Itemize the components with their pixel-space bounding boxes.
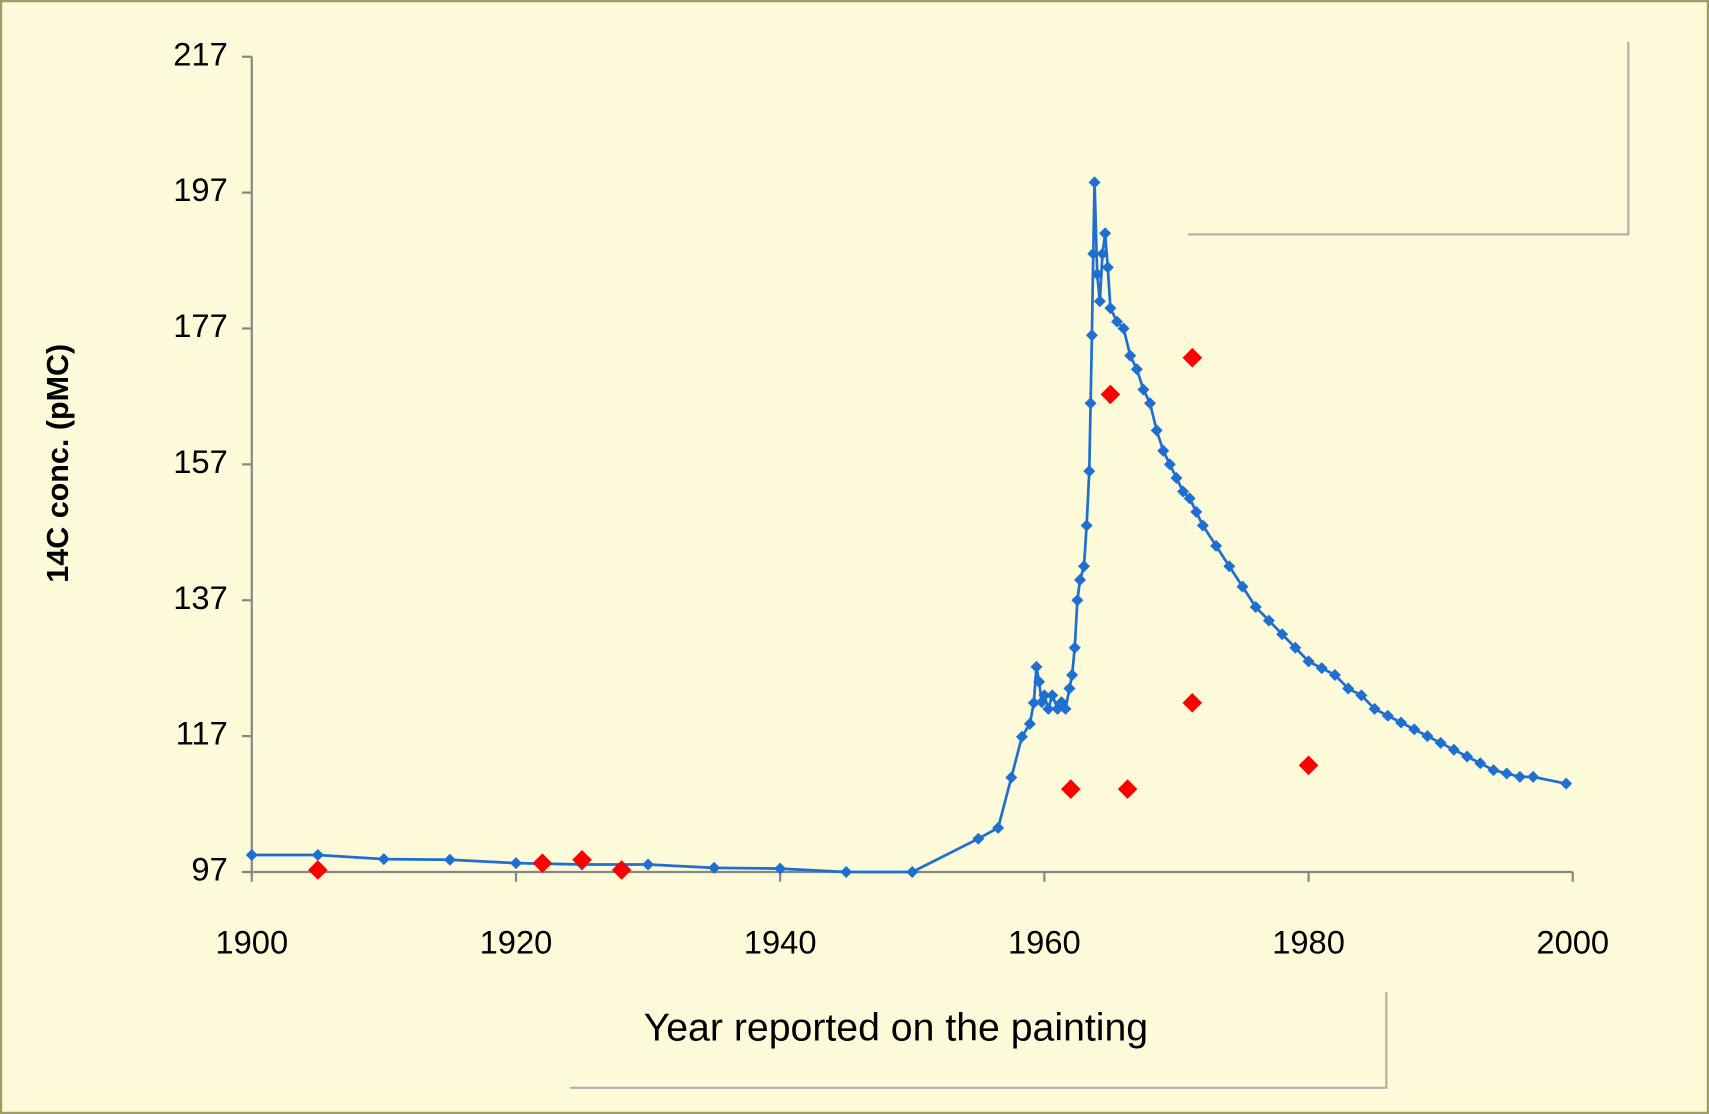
data-point	[1060, 779, 1081, 799]
data-point	[1046, 689, 1059, 702]
data-point	[611, 860, 632, 880]
data-point	[1033, 675, 1046, 688]
data-point	[1074, 573, 1087, 586]
data-point	[708, 861, 721, 874]
data-point	[1124, 349, 1137, 362]
data-point	[1500, 767, 1513, 780]
data-point	[1059, 702, 1072, 715]
data-point	[1099, 227, 1112, 240]
y-tick-label: 157	[173, 443, 228, 480]
data-point	[1183, 492, 1196, 505]
data-point	[1368, 702, 1381, 715]
data-point	[1055, 696, 1068, 709]
data-point	[1298, 755, 1319, 776]
data-point	[572, 849, 592, 870]
data-point	[1474, 757, 1487, 770]
data-point	[1084, 397, 1097, 410]
data-point	[1190, 505, 1203, 518]
data-point	[840, 865, 853, 878]
data-point	[1236, 580, 1249, 593]
data-point	[1487, 764, 1500, 777]
data-point	[1163, 458, 1176, 471]
data-point	[377, 853, 390, 866]
data-point	[1117, 779, 1138, 799]
data-point	[1150, 424, 1163, 437]
data-point	[1170, 471, 1183, 484]
decor-line	[570, 991, 1388, 1089]
data-point	[1117, 322, 1130, 335]
decor-line	[1188, 41, 1630, 236]
data-point	[308, 860, 328, 880]
data-point	[1315, 662, 1328, 675]
data-point	[1289, 641, 1302, 654]
x-tick-label: 1940	[744, 924, 817, 961]
y-tick-label: 197	[173, 171, 228, 208]
data-point	[1096, 247, 1109, 260]
data-point	[1111, 315, 1124, 328]
data-point	[1223, 560, 1236, 573]
data-point	[1015, 730, 1028, 743]
data-point	[1408, 723, 1421, 736]
x-tick-label: 2000	[1536, 924, 1609, 961]
x-tick-label: 1960	[1008, 924, 1081, 961]
data-point	[1087, 247, 1100, 260]
data-point	[443, 853, 456, 866]
data-point	[1030, 660, 1043, 673]
data-point	[1068, 641, 1081, 654]
data-point	[1434, 736, 1447, 749]
data-point	[1249, 601, 1262, 614]
data-point	[1447, 743, 1460, 756]
data-point	[1210, 539, 1223, 552]
data-point	[1038, 689, 1051, 702]
data-point	[1302, 655, 1315, 668]
y-tick-label: 117	[176, 715, 228, 752]
data-point	[1100, 384, 1121, 405]
data-point	[1137, 383, 1150, 396]
data-point	[1513, 770, 1526, 783]
data-point	[1144, 397, 1157, 410]
x-tick-label: 1900	[215, 924, 288, 961]
data-point	[1157, 444, 1170, 457]
data-point	[1342, 682, 1355, 695]
y-tick-label: 217	[173, 35, 228, 72]
data-point	[774, 862, 787, 875]
y-tick-label: 177	[173, 307, 228, 344]
x-tick-label: 1920	[480, 924, 553, 961]
data-point	[1355, 689, 1368, 702]
data-point	[906, 865, 919, 878]
data-point	[1042, 702, 1055, 715]
data-point	[1182, 693, 1203, 713]
data-point	[1381, 709, 1394, 722]
data-point	[1182, 347, 1203, 368]
data-point	[1077, 560, 1090, 573]
x-tick-label: 1980	[1272, 924, 1345, 961]
data-point	[992, 821, 1005, 834]
data-point	[1083, 465, 1096, 478]
data-point	[1104, 302, 1117, 315]
data-point	[1005, 771, 1018, 784]
data-point	[1527, 770, 1540, 783]
data-point	[1262, 614, 1275, 627]
y-axis-label: 14C conc. (pMC)	[41, 344, 75, 583]
data-point	[1395, 716, 1408, 729]
data-point	[532, 853, 553, 873]
data-point	[1027, 696, 1040, 709]
data-point	[1085, 329, 1098, 342]
y-tick-label: 97	[191, 851, 227, 888]
data-point	[1560, 777, 1573, 790]
data-point	[1088, 176, 1101, 189]
y-tick-label: 137	[173, 579, 228, 616]
data-point	[1461, 750, 1474, 763]
data-point	[1130, 363, 1143, 376]
x-axis-label: Year reported on the painting	[644, 1005, 1148, 1049]
data-point	[1063, 682, 1076, 695]
